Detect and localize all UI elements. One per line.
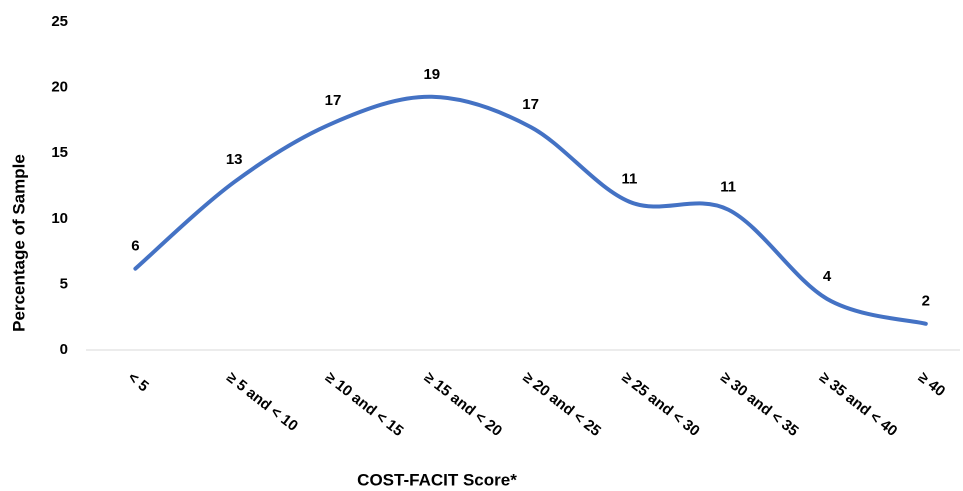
x-tick-label: ≥ 35 and < 40 (816, 369, 900, 440)
x-tick-label: ≥ 20 and < 25 (520, 369, 604, 440)
y-tick-label: 0 (60, 341, 68, 358)
y-axis-title: Percentage of Sample (9, 154, 28, 332)
x-axis-title: COST-FACIT Score* (357, 470, 517, 489)
x-tick-label: ≥ 30 and < 35 (717, 369, 801, 440)
x-tick-label: < 5 (124, 369, 151, 395)
y-tick-label: 20 (51, 79, 68, 96)
y-tick-label: 10 (51, 210, 68, 227)
x-tick-label: ≥ 5 and < 10 (223, 369, 301, 435)
y-tick-label: 25 (51, 13, 68, 30)
y-tick-label: 5 (60, 275, 68, 292)
line (133, 94, 928, 326)
data-label: 2 (922, 293, 930, 310)
data-label: 6 (131, 238, 139, 255)
y-tick-label: 15 (51, 144, 68, 161)
data-label: 13 (226, 151, 243, 168)
data-label: 17 (522, 96, 539, 113)
x-tick-label: ≥ 40 (915, 369, 948, 400)
data-label: 19 (423, 66, 440, 83)
x-tick-label: ≥ 15 and < 20 (421, 369, 505, 440)
data-label: 17 (325, 92, 342, 109)
x-tick-label: ≥ 10 and < 15 (322, 369, 406, 440)
data-label: 11 (621, 171, 637, 188)
data-label: 11 (720, 179, 736, 196)
data-label: 4 (823, 268, 832, 285)
x-tick-label: ≥ 25 and < 30 (618, 369, 702, 440)
